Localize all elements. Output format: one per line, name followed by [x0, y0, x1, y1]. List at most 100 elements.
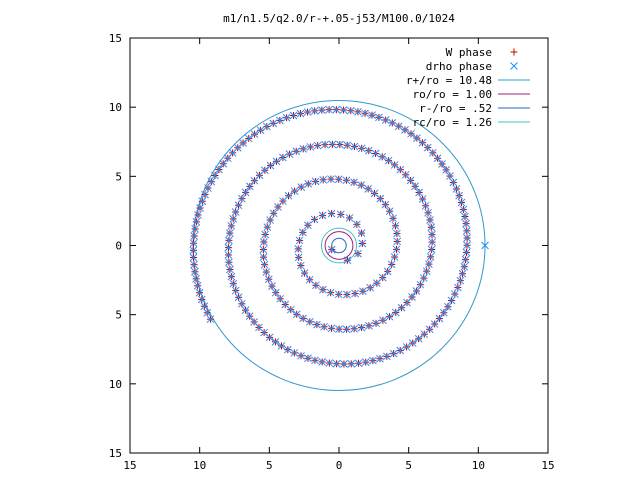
- drho-point: [224, 243, 233, 252]
- chart-title: m1/n1.5/q2.0/r-+.05-j53/M100.0/1024: [223, 12, 455, 25]
- drho-point: [408, 339, 417, 347]
- drho-point: [203, 308, 212, 317]
- drho-point: [346, 106, 355, 115]
- drho-point: [310, 107, 319, 115]
- drho-point: [340, 360, 348, 368]
- drho-point: [411, 182, 419, 191]
- drho-point: [318, 358, 326, 366]
- drho-point: [294, 245, 303, 253]
- drho-point: [325, 359, 334, 367]
- drho-point: [457, 198, 466, 207]
- drho-point: [418, 138, 427, 147]
- drho-point: [332, 105, 341, 114]
- circle-r-ro: [331, 237, 347, 254]
- drho-point: [383, 267, 392, 276]
- drho-point: [428, 238, 436, 246]
- drho-point: [390, 253, 399, 261]
- drho-point: [372, 319, 380, 328]
- drho-point: [191, 267, 199, 276]
- drho-point: [260, 260, 269, 269]
- drho-point: [419, 274, 428, 282]
- drho-point: [462, 219, 470, 228]
- x-tick-label: 15: [541, 459, 554, 472]
- drho-point: [370, 189, 379, 198]
- drho-point: [286, 305, 295, 314]
- drho-point: [304, 179, 313, 188]
- drho-point: [418, 195, 427, 203]
- drho-point: [290, 187, 299, 195]
- drho-point: [389, 214, 397, 223]
- legend-marker: [510, 62, 518, 70]
- y-tick-label: 10: [109, 101, 122, 114]
- drho-point: [364, 146, 373, 155]
- drho-point: [345, 214, 354, 222]
- drho-point: [277, 342, 286, 350]
- drho-point: [393, 229, 401, 238]
- drho-point: [339, 106, 348, 114]
- drho-point: [285, 150, 294, 159]
- drho-point: [229, 215, 238, 223]
- drho-point: [354, 249, 362, 258]
- drho-point: [226, 265, 234, 274]
- drho-point: [303, 108, 312, 116]
- drho-point: [262, 122, 271, 131]
- drho-point: [390, 161, 399, 169]
- drho-point: [294, 253, 303, 262]
- drho-point: [268, 282, 276, 290]
- drho-point: [299, 314, 307, 323]
- drho-point: [447, 296, 456, 305]
- drho-point: [266, 161, 275, 170]
- drho-point: [264, 275, 273, 284]
- drho-point: [325, 105, 333, 114]
- drho-point: [241, 188, 250, 197]
- x-tick-label: 5: [266, 459, 273, 472]
- drho-point: [384, 156, 393, 165]
- drho-point: [378, 273, 387, 282]
- drho-point: [463, 241, 471, 250]
- drho-point: [416, 280, 425, 289]
- drho-point: [206, 315, 215, 324]
- drho-point: [197, 295, 206, 304]
- drho-point: [462, 248, 471, 257]
- drho-point: [357, 181, 366, 189]
- drho-point: [435, 314, 444, 323]
- drho-point: [361, 358, 370, 366]
- drho-point: [391, 221, 400, 230]
- drho-point: [223, 154, 232, 163]
- legend-label: drho phase: [426, 60, 492, 73]
- drho-point: [231, 286, 240, 295]
- drho-point: [263, 223, 272, 231]
- x-tick-label: 15: [123, 459, 136, 472]
- drho-point: [259, 253, 268, 262]
- drho-point: [427, 223, 436, 232]
- drho-point: [313, 141, 322, 150]
- drho-point: [320, 322, 328, 331]
- drho-point: [225, 258, 233, 267]
- drho-point: [198, 197, 207, 206]
- drho-point: [227, 272, 236, 281]
- drho-point: [351, 289, 359, 298]
- drho-point: [347, 359, 356, 368]
- drho-point: [299, 145, 308, 153]
- drho-point: [402, 343, 411, 351]
- drho-point: [229, 279, 238, 288]
- drho-point: [426, 252, 435, 261]
- drho-point: [452, 185, 461, 193]
- drho-point: [192, 218, 201, 226]
- drho-point: [357, 144, 366, 153]
- drho-point: [361, 109, 369, 118]
- drho-point: [271, 288, 280, 297]
- drho-point: [456, 276, 465, 285]
- x-tick-label: 10: [193, 459, 206, 472]
- drho-point: [481, 241, 489, 250]
- legend-label: rc/ro = 1.26: [413, 116, 492, 129]
- drho-point: [332, 359, 341, 368]
- drho-point: [327, 324, 336, 333]
- drho-point: [290, 349, 299, 357]
- drho-point: [327, 209, 336, 218]
- drho-point: [425, 260, 433, 268]
- drho-point: [266, 216, 274, 224]
- drho-point: [408, 293, 416, 301]
- drho-point: [231, 208, 240, 216]
